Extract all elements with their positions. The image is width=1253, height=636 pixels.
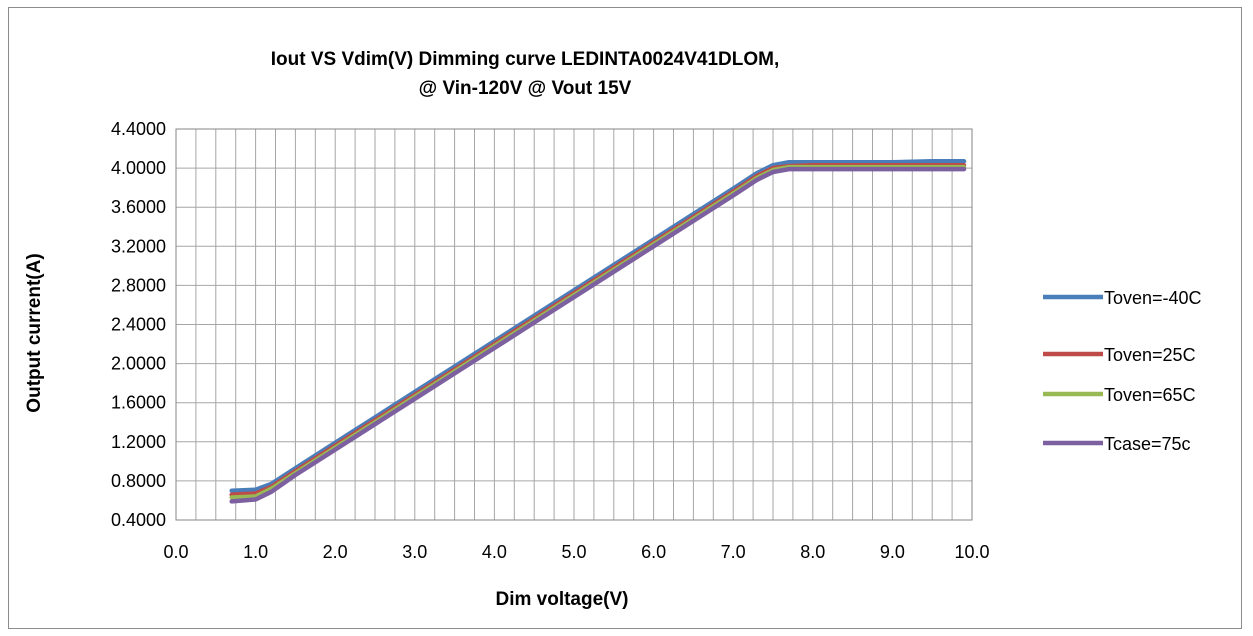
y-tick-label: 3.6000: [111, 197, 166, 217]
y-tick-label: 4.4000: [111, 119, 166, 139]
series-lines: [229, 159, 967, 504]
grid-lines: [175, 128, 973, 521]
legend-label-3: Toven=65C: [1104, 385, 1196, 405]
x-tick-label: 7.0: [721, 542, 746, 562]
series-line-1: [229, 159, 967, 493]
chart-title-line-1: Iout VS Vdim(V) Dimming curve LEDINTA002…: [271, 49, 780, 70]
y-tick-label: 2.0000: [111, 354, 166, 374]
x-tick-label: 5.0: [561, 542, 586, 562]
legend-label-2: Toven=25C: [1104, 345, 1196, 365]
x-axis-title: Dim voltage(V): [495, 589, 628, 610]
plot-area: [175, 128, 973, 521]
legend: Toven=-40C Toven=25C Toven=65C Tcase=75c: [1043, 288, 1202, 454]
y-tick-label: 3.2000: [111, 236, 166, 256]
x-tick-label: 1.0: [243, 542, 268, 562]
y-tick-label: 1.2000: [111, 432, 166, 452]
x-tick-label: 4.0: [482, 542, 507, 562]
y-tick-label: 0.4000: [111, 510, 166, 530]
legend-label-4: Tcase=75c: [1104, 434, 1191, 454]
chart-title-line-2: @ Vin-120V @ Vout 15V: [419, 78, 632, 99]
x-tick-label: 0.0: [163, 542, 188, 562]
y-tick-label: 2.4000: [111, 315, 166, 335]
y-tick-label: 0.8000: [111, 471, 166, 491]
x-tick-label: 3.0: [402, 542, 427, 562]
y-axis-ticks: 0.4000 0.8000 1.2000 1.6000 2.0000 2.4000 2.80…: [111, 119, 166, 530]
y-axis-title: Output current(A): [24, 253, 45, 412]
x-tick-label: 8.0: [800, 542, 825, 562]
x-tick-label: 2.0: [323, 542, 348, 562]
x-axis-ticks: 0.0 1.0 2.0 3.0 4.0 5.0 6.0 7.0 8.0 9.0 10.0: [163, 542, 989, 562]
x-tick-label: 6.0: [641, 542, 666, 562]
y-tick-label: 2.8000: [111, 275, 166, 295]
chart-frame: Iout VS Vdim(V) Dimming curve LEDINTA002…: [8, 7, 1242, 629]
y-tick-label: 4.0000: [111, 158, 166, 178]
series-line-4: [229, 166, 967, 504]
x-tick-label: 10.0: [954, 542, 989, 562]
x-tick-label: 9.0: [880, 542, 905, 562]
chart-canvas: Iout VS Vdim(V) Dimming curve LEDINTA002…: [24, 49, 1202, 610]
legend-label-1: Toven=-40C: [1104, 288, 1202, 308]
y-tick-label: 1.6000: [111, 393, 166, 413]
